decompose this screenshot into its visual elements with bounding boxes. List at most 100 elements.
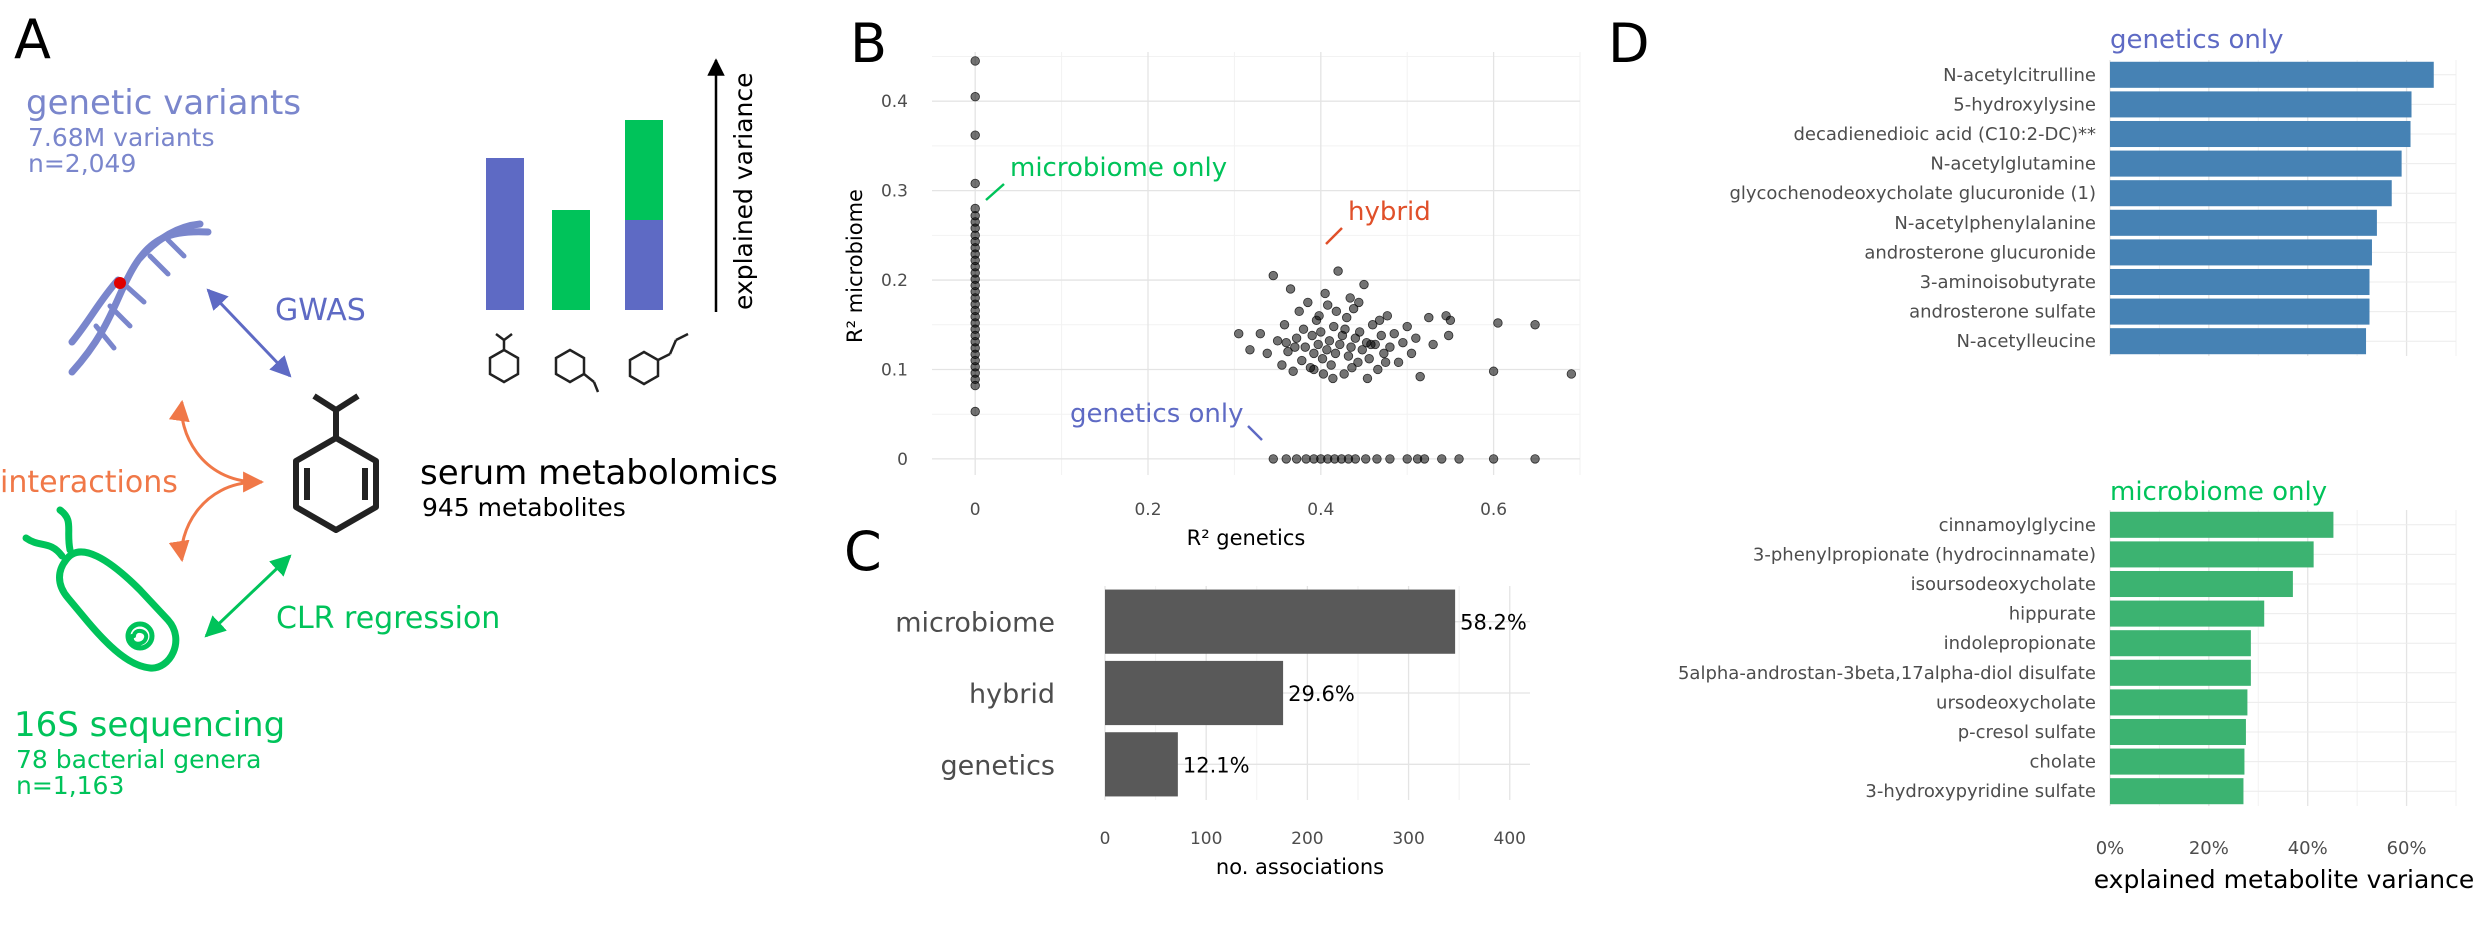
illus-bar-hybrid-microbiome: [625, 120, 663, 220]
illus-bar-genetics: [486, 158, 524, 310]
metabolite-label: 5-hydroxylysine: [1953, 94, 2096, 115]
scatter-point: [970, 178, 980, 189]
interactions-label: interactions: [0, 465, 178, 500]
scatter-point: [1291, 454, 1302, 464]
scatter-point: [1398, 337, 1408, 348]
scatter-point: [1376, 330, 1386, 341]
variance-x-tick-label: 0%: [2096, 838, 2125, 859]
scatter-point: [1288, 366, 1298, 376]
associations-x-tick-label: 200: [1291, 829, 1323, 849]
scatter-y-axis-label: R² microbiome: [843, 189, 867, 343]
scatter-x-tick-label: 0.4: [1307, 500, 1334, 520]
scatter-y-tick-label: 0.3: [881, 182, 908, 202]
associations-x-tick-label: 100: [1190, 829, 1222, 849]
gwas-label: GWAS: [275, 293, 366, 328]
panel-d-letter: D: [1608, 12, 1650, 75]
bacterium-icon: [22, 506, 180, 672]
associations-category-label: hybrid: [969, 679, 1055, 710]
scatter-point: [1331, 306, 1342, 317]
metabolite-label: ursodeoxycholate: [1936, 692, 2096, 713]
scatter-point: [1318, 369, 1329, 379]
metabolite-label: N-acetylcitrulline: [1943, 65, 2096, 86]
scatter-point: [1290, 342, 1300, 352]
metabolite-label: cholate: [2030, 752, 2096, 773]
scatter-point: [1385, 342, 1395, 352]
scatter-point: [1277, 360, 1287, 370]
scatter-point: [1309, 364, 1319, 375]
associations-x-tick-label: 0: [1100, 829, 1111, 849]
explained-variance-illustration: explained variance: [486, 58, 758, 393]
serum-metabolomics-title: serum metabolomics: [420, 453, 778, 493]
scatter-point: [1314, 311, 1324, 321]
variance-bar: [2110, 511, 2334, 538]
scatter-x-axis-label: R² genetics: [1187, 526, 1306, 550]
variance-bar: [2110, 61, 2434, 88]
metabolite-label: androsterone sulfate: [1909, 302, 2096, 323]
associations-bars: 0 100 200 300 400 microbiome 58.2% hybrid 29.6% g…: [895, 589, 1527, 849]
scatter-point: [1272, 336, 1283, 346]
panel-b: B 0 0.2 0.4 0.6 0 0.1 0.2 0.3 0.4 R² genetics R²…: [843, 12, 1581, 550]
scatter-point: [1329, 321, 1339, 332]
scatter-point: [1366, 339, 1376, 350]
scatter-point: [1303, 297, 1313, 308]
metabolite-label: hippurate: [2009, 604, 2096, 625]
scatter-point: [1445, 315, 1456, 325]
scatter-point: [970, 380, 980, 391]
metabolite-label: 5alpha-androstan-3beta,17alpha-diol disu…: [1678, 663, 2096, 684]
variance-bar: [2110, 298, 2370, 325]
scatter-point: [1353, 357, 1363, 368]
scatter-point: [1281, 337, 1291, 348]
metabolite-label: androsterone glucuronide: [1864, 242, 2096, 263]
genetics-only-title: genetics only: [2110, 25, 2284, 55]
associations-x-tick-label: 400: [1494, 829, 1526, 849]
variance-bar: [2110, 659, 2251, 686]
variance-bar: [2110, 268, 2370, 296]
scatter-point: [1298, 324, 1309, 334]
panel-c: C 0 100 200 300 400 microbiome 58.2% hybrid 29.6…: [844, 520, 1530, 879]
scatter-point: [1424, 312, 1434, 323]
variance-bar: [2110, 541, 2314, 568]
scatter-point: [1402, 321, 1412, 332]
associations-data-label: 12.1%: [1183, 753, 1250, 777]
variance-bar: [2110, 718, 2246, 746]
explained-metabolite-variance-label: explained metabolite variance: [2094, 865, 2475, 894]
scatter-point: [1316, 327, 1326, 337]
scatter-point: [1443, 330, 1454, 341]
explained-variance-label: explained variance: [729, 73, 758, 311]
scatter-point: [1411, 333, 1421, 343]
metabolite-label: isoursodeoxycholate: [1911, 574, 2096, 595]
associations-bar: [1105, 660, 1284, 726]
metabolite-label: indolepropionate: [1944, 633, 2096, 654]
scatter-point: [1346, 342, 1356, 352]
scatter-point: [1373, 364, 1383, 375]
associations-bar: [1105, 732, 1178, 797]
variance-bar: [2110, 748, 2245, 775]
scatter-point: [1437, 454, 1447, 464]
sequencing-sample-size: n=1,163: [16, 771, 124, 800]
scatter-point: [1357, 345, 1367, 355]
scatter-point: [1382, 311, 1393, 321]
serum-metabolite-count: 945 metabolites: [422, 493, 626, 522]
scatter-point: [1340, 324, 1350, 334]
clr-regression-arrow: [204, 554, 292, 638]
small-molecule-icon-3: [628, 332, 689, 386]
scatter-point: [1342, 312, 1352, 323]
scatter-point: [1328, 373, 1338, 384]
scatter-point: [1385, 454, 1395, 464]
scatter-point: [1234, 329, 1244, 339]
interactions-arrow-up: [168, 399, 259, 484]
scatter-point: [1348, 303, 1359, 314]
scatter-point: [1255, 329, 1266, 339]
illus-bar-microbiome: [552, 210, 590, 310]
scatter-point: [1372, 454, 1382, 464]
associations-category-label: microbiome: [895, 608, 1055, 639]
scatter-point: [1354, 327, 1365, 337]
scatter-point: [1335, 339, 1345, 350]
scatter-point: [1530, 320, 1540, 330]
metabolite-label: N-acetylleucine: [1956, 331, 2096, 352]
scatter-point: [970, 92, 980, 102]
panel-a: A genetic variants 7.68M variants n=2,04…: [0, 8, 778, 800]
scatter-x-tick-label: 0.2: [1134, 500, 1161, 520]
scatter-points: [970, 56, 1577, 464]
